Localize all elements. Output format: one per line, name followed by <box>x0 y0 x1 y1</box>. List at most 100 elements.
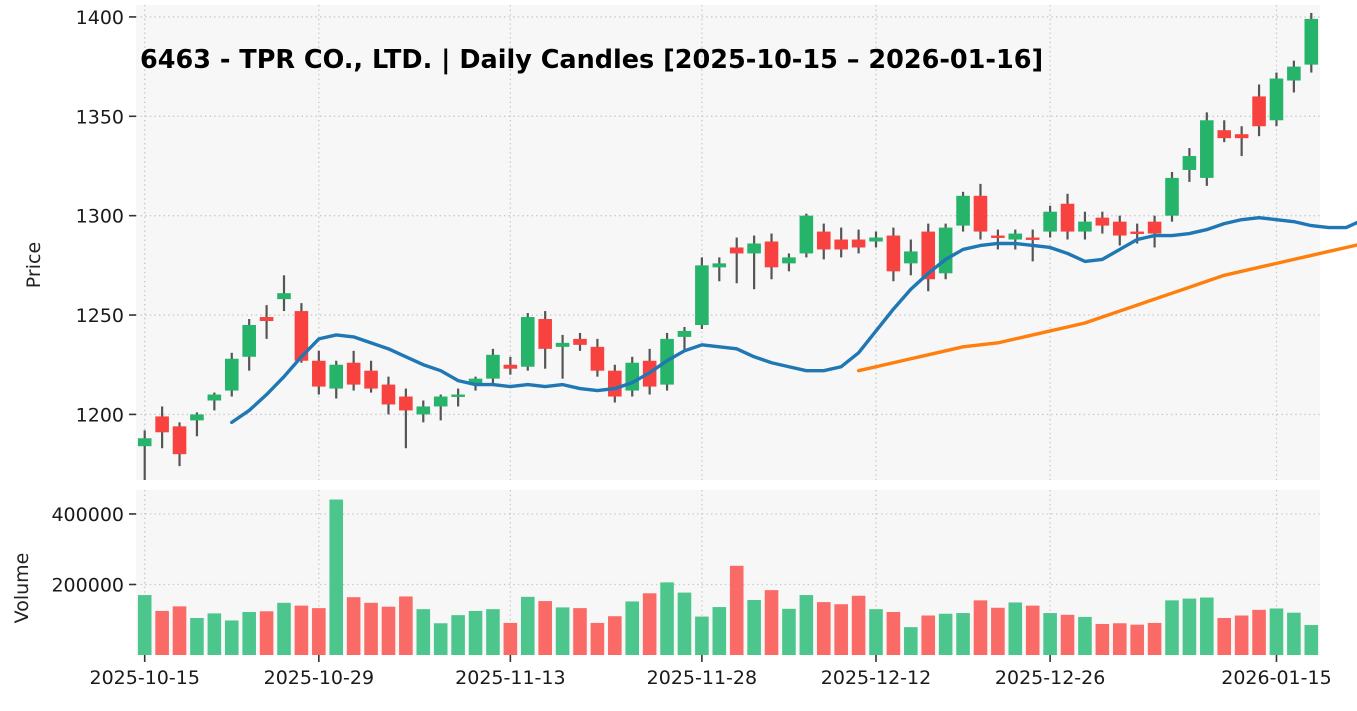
volume-bar <box>1217 617 1232 655</box>
volume-bar <box>834 604 848 655</box>
volume-bar <box>1234 615 1249 655</box>
volume-bar <box>242 611 256 655</box>
volume-bar <box>782 608 796 655</box>
price-y-axis-ticks: 1200 1250 1300 1350 1400 <box>76 7 136 426</box>
candle-body <box>1043 211 1057 232</box>
x-tick-label: 2025-10-15 <box>89 667 199 689</box>
candle-body <box>1304 18 1319 65</box>
volume-bar <box>921 615 936 655</box>
volume-bar <box>312 608 326 655</box>
candle-body <box>224 358 239 391</box>
candle-body <box>520 317 535 367</box>
candle-body <box>625 362 640 391</box>
candle-body <box>503 364 518 369</box>
volume-bar <box>1112 623 1127 655</box>
volume-bar <box>1269 608 1284 655</box>
x-axis-ticks: 2025-10-15 2025-10-29 2025-11-13 2025-11-28… <box>89 655 1332 689</box>
candle-body <box>973 195 988 232</box>
candle-body <box>364 370 378 389</box>
candle-body <box>921 231 936 280</box>
volume-bar <box>764 590 779 655</box>
candle-body <box>608 370 622 397</box>
candle-body <box>799 215 814 254</box>
candle-body <box>294 311 309 361</box>
volume-bar <box>573 608 587 655</box>
volume-bar <box>486 609 500 655</box>
volume-bar <box>1130 624 1144 655</box>
volume-bar <box>799 595 814 655</box>
x-tick-label: 2026-01-15 <box>1221 667 1331 689</box>
volume-bar <box>1147 622 1162 655</box>
candle-body <box>137 438 152 447</box>
candle-body <box>277 293 291 300</box>
candle-body <box>1025 237 1040 240</box>
volume-bar <box>259 611 274 655</box>
candle-body <box>190 414 204 421</box>
price-tick-label: 1350 <box>76 106 124 128</box>
volume-bar <box>277 602 291 655</box>
candle-body <box>486 354 500 379</box>
volume-bar <box>346 597 361 655</box>
candle-body <box>259 317 274 322</box>
volume-bar <box>1043 613 1057 655</box>
candle-body <box>329 364 344 389</box>
volume-bar <box>294 605 309 655</box>
volume-bar <box>399 596 413 655</box>
volume-bar <box>1095 623 1110 655</box>
x-tick-label: 2025-11-13 <box>455 667 565 689</box>
volume-bar <box>1287 612 1301 655</box>
price-tick-label: 1250 <box>76 305 124 327</box>
volume-bar <box>608 616 622 655</box>
volume-bar <box>381 606 396 655</box>
candle-body <box>747 243 761 254</box>
candle-body <box>1200 120 1214 178</box>
volume-bar <box>451 615 465 655</box>
candle-body <box>155 416 169 433</box>
candle-body <box>555 342 570 347</box>
candle-body <box>869 237 883 242</box>
volume-bar <box>190 617 204 655</box>
x-tick-label: 2025-12-26 <box>995 667 1105 689</box>
candle-body <box>1095 217 1110 226</box>
candle-body <box>1252 96 1266 127</box>
candle-body <box>399 396 413 411</box>
price-panel-background <box>136 5 1320 480</box>
volume-bar <box>416 609 431 655</box>
volume-bar <box>677 592 692 655</box>
candle-body <box>695 265 709 325</box>
volume-bar <box>625 601 640 655</box>
volume-bar <box>973 600 988 655</box>
candle-body <box>851 239 866 248</box>
candle-body <box>538 319 552 349</box>
volume-bar <box>851 595 866 655</box>
candle-body <box>677 330 692 337</box>
volume-bar <box>642 593 657 655</box>
candle-body <box>782 257 796 264</box>
volume-bar <box>1252 609 1266 655</box>
candle-body <box>1147 221 1162 234</box>
volume-bar <box>1200 597 1214 655</box>
volume-bar <box>155 610 169 655</box>
volume-bar <box>468 610 483 655</box>
volume-bar <box>1060 614 1075 655</box>
candle-body <box>1234 134 1249 139</box>
volume-bar <box>207 613 222 655</box>
volume-y-axis-ticks: 200000 400000 <box>51 504 136 596</box>
volume-bars <box>137 499 1319 655</box>
volume-bar <box>660 582 674 655</box>
candle-body <box>1165 177 1179 216</box>
candle-body <box>433 396 448 407</box>
volume-bar <box>747 600 761 655</box>
volume-bar <box>224 620 239 655</box>
candle-body <box>451 394 465 397</box>
candle-body <box>1078 221 1092 232</box>
volume-bar <box>590 622 605 655</box>
price-tick-label: 1300 <box>76 206 124 228</box>
price-tick-label: 1400 <box>76 7 124 29</box>
volume-axis-label: Volume <box>11 553 33 624</box>
moving-average-short-line <box>230 215 1357 425</box>
volume-bar <box>433 623 448 655</box>
price-axis-label: Price <box>23 242 45 288</box>
candle-body <box>590 346 605 371</box>
